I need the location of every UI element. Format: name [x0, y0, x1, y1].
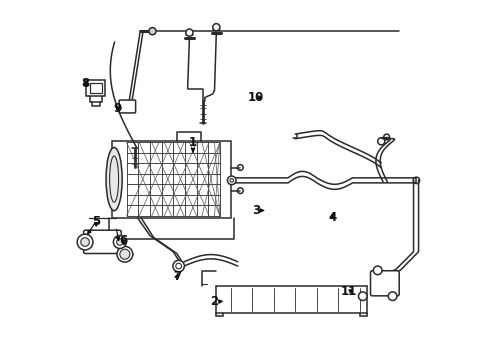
Circle shape — [117, 239, 123, 245]
Text: 3: 3 — [252, 204, 264, 217]
Text: 10: 10 — [247, 91, 264, 104]
Circle shape — [388, 292, 397, 301]
Circle shape — [227, 176, 236, 185]
Circle shape — [186, 29, 193, 36]
Circle shape — [359, 292, 367, 301]
FancyBboxPatch shape — [370, 271, 399, 296]
Circle shape — [117, 246, 133, 262]
Circle shape — [230, 179, 234, 182]
FancyBboxPatch shape — [119, 100, 136, 113]
FancyBboxPatch shape — [112, 140, 231, 218]
Text: 5: 5 — [92, 215, 100, 228]
Circle shape — [77, 234, 93, 250]
Circle shape — [120, 249, 130, 259]
Bar — [87, 80, 105, 96]
Text: 4: 4 — [329, 211, 337, 224]
Text: 2: 2 — [211, 296, 222, 309]
Bar — [90, 83, 101, 93]
Ellipse shape — [110, 156, 119, 202]
Text: 8: 8 — [81, 77, 90, 90]
Circle shape — [373, 266, 382, 275]
Circle shape — [176, 263, 181, 269]
FancyBboxPatch shape — [84, 230, 122, 253]
Circle shape — [113, 235, 126, 248]
Text: 7: 7 — [173, 270, 181, 283]
Text: 11: 11 — [341, 285, 357, 298]
Circle shape — [149, 28, 156, 35]
Circle shape — [213, 24, 220, 31]
Text: 6: 6 — [119, 234, 127, 247]
Ellipse shape — [106, 148, 122, 211]
Text: 9: 9 — [114, 102, 122, 115]
Text: 1: 1 — [189, 136, 197, 152]
Circle shape — [173, 260, 184, 272]
Circle shape — [81, 238, 89, 246]
